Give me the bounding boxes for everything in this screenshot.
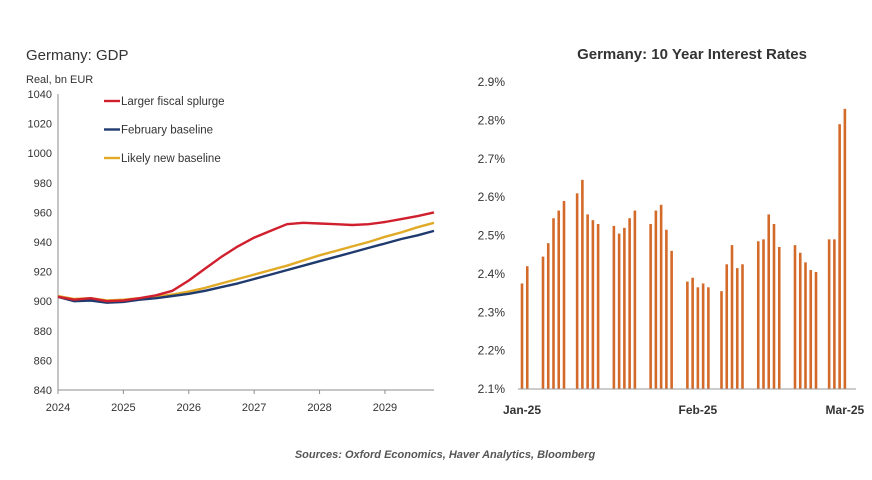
rate-y-tick-label: 2.3% — [478, 305, 506, 319]
gdp-y-tick-label: 840 — [34, 385, 52, 397]
rate-bar — [798, 252, 802, 389]
gdp-legend-label: Likely new baseline — [121, 153, 221, 165]
rate-bar — [701, 283, 705, 389]
rate-bar — [793, 245, 797, 389]
rate-bar — [756, 241, 760, 389]
gdp-chart: Germany: GDP Real, bn EUR 840 860 880 900 92… — [26, 47, 435, 414]
rate-bar — [725, 264, 729, 389]
gdp-x-tick-label: 2024 — [46, 402, 70, 414]
gdp-y-tick-label: 920 — [34, 267, 52, 279]
gdp-legend: Larger fiscal splurge February baseline Li… — [104, 96, 225, 165]
gdp-legend-label: February baseline — [121, 125, 213, 137]
rate-y-tick-label: 2.6% — [478, 190, 506, 204]
rate-y-tick-label: 2.8% — [478, 113, 506, 127]
rate-bar — [617, 233, 621, 389]
rate-bar — [670, 250, 673, 389]
gdp-x-tick-label: 2026 — [177, 402, 201, 414]
rate-bar — [838, 124, 841, 390]
rate-x-tick-label: Mar-25 — [826, 403, 865, 417]
rate-y-tick-label: 2.1% — [478, 382, 506, 396]
gdp-x-tick-label: 2028 — [307, 402, 331, 414]
rate-bar — [762, 239, 765, 389]
gdp-x-tick-label: 2027 — [242, 402, 266, 414]
rate-bars — [520, 108, 847, 390]
gdp-x-tick-label: 2029 — [373, 402, 397, 414]
gdp-x-tick-label: 2025 — [111, 402, 135, 414]
rate-bar — [696, 287, 700, 389]
rate-bar — [741, 264, 744, 389]
rate-bar — [596, 223, 600, 389]
gdp-x-ticks: 2024 2025 2026 2027 2028 2029 — [46, 390, 397, 414]
rate-x-tick-label: Jan-25 — [503, 403, 541, 417]
gdp-y-tick-label: 1040 — [28, 89, 52, 101]
rate-x-tick-label: Feb-25 — [679, 403, 718, 417]
rate-bar — [659, 204, 663, 389]
gdp-legend-label: Larger fiscal splurge — [121, 96, 225, 108]
rate-bar — [827, 239, 831, 389]
gdp-series-line-1 — [57, 229, 435, 304]
rate-bar — [833, 239, 836, 389]
rate-bar — [691, 277, 694, 389]
rate-bar — [575, 193, 579, 389]
rate-bar — [623, 227, 626, 389]
gdp-y-tick-label: 940 — [34, 237, 52, 249]
rate-y-tick-label: 2.4% — [478, 267, 506, 281]
rate-bar — [586, 214, 589, 389]
rate-bar — [720, 291, 723, 389]
gdp-y-tick-label: 900 — [34, 296, 52, 308]
rate-bar — [654, 210, 658, 389]
rate-bar — [541, 256, 545, 389]
rate-bar — [520, 283, 524, 389]
gdp-series-lines — [57, 211, 435, 304]
rate-bar — [633, 210, 637, 389]
rate-y-tick-label: 2.2% — [478, 344, 506, 358]
gdp-series-line-0 — [57, 211, 435, 303]
rate-bar — [767, 214, 771, 389]
rate-y-tick-label: 2.9% — [478, 75, 506, 89]
gdp-series-line-2 — [57, 221, 435, 302]
rate-y-tick-label: 2.5% — [478, 229, 506, 243]
rate-bar — [777, 247, 781, 389]
rate-bar — [730, 245, 734, 389]
rate-bar — [552, 218, 555, 389]
gdp-y-tick-label: 1020 — [28, 119, 52, 131]
rate-bar — [649, 223, 652, 389]
rate-x-ticks: Jan-25 Feb-25 Mar-25 — [503, 403, 865, 417]
rate-bar — [814, 271, 818, 389]
rate-bar — [843, 108, 847, 390]
rate-y-ticks: 2.1% 2.2% 2.3% 2.4% 2.5% 2.6% 2.7% 2.8% 2.9% — [478, 75, 506, 396]
rate-bar — [686, 281, 689, 389]
gdp-y-tick-label: 880 — [34, 326, 52, 338]
rate-bar — [707, 287, 710, 389]
gdp-y-tick-label: 960 — [34, 207, 52, 219]
rate-bar — [591, 220, 595, 389]
rate-bar — [804, 262, 807, 389]
gdp-y-ticks: 840 860 880 900 920 940 960 980 1000 1020 1040 — [28, 89, 52, 397]
rate-bar — [581, 179, 584, 389]
rate-chart-title: Germany: 10 Year Interest Rates — [577, 46, 807, 63]
source-note: Sources: Oxford Economics, Haver Analyti… — [295, 449, 596, 461]
gdp-axes — [57, 94, 434, 391]
rate-bar — [809, 270, 813, 389]
rate-y-tick-label: 2.7% — [478, 152, 506, 166]
gdp-y-tick-label: 980 — [34, 178, 52, 190]
gdp-y-axis-label: Real, bn EUR — [26, 74, 93, 86]
rate-bar — [612, 225, 616, 389]
rate-bar — [562, 200, 566, 389]
rate-bar — [665, 229, 668, 389]
rate-bar — [735, 268, 739, 389]
rate-bar — [772, 223, 776, 389]
gdp-y-tick-label: 1000 — [28, 148, 52, 160]
rate-bar — [628, 218, 631, 389]
rate-bar — [525, 266, 529, 389]
gdp-y-tick-label: 860 — [34, 355, 52, 367]
rate-bar — [546, 243, 550, 389]
gdp-chart-title: Germany: GDP — [26, 47, 129, 64]
rate-bar — [557, 210, 561, 389]
rate-chart: Germany: 10 Year Interest Rates 2.1% 2.2%… — [478, 46, 865, 417]
